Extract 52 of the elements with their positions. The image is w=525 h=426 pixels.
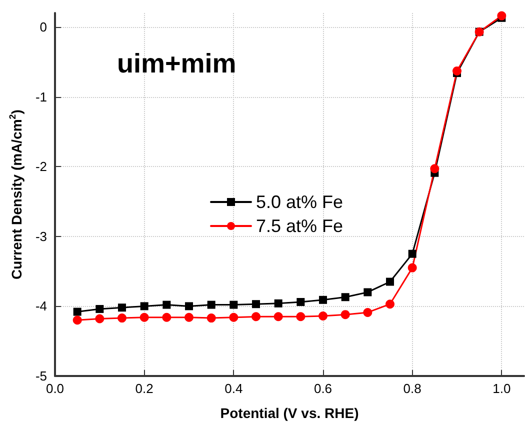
point	[296, 312, 306, 322]
y-tick-label: -1	[35, 89, 47, 104]
point	[184, 312, 194, 322]
point	[252, 300, 260, 308]
x-tick-label: 1.0	[492, 381, 511, 396]
point	[318, 311, 328, 320]
point	[319, 296, 327, 304]
point	[206, 314, 216, 323]
point	[430, 164, 440, 174]
x-tick-label: 0.2	[135, 381, 154, 396]
point	[95, 314, 104, 324]
point	[229, 312, 238, 322]
point	[274, 312, 283, 322]
point	[274, 299, 282, 308]
point	[118, 304, 126, 312]
point	[452, 66, 462, 76]
point	[341, 293, 350, 302]
x-tick-label: 0.4	[224, 381, 243, 396]
x-axis-title: Potential (V vs. RHE)	[220, 405, 359, 421]
point	[162, 300, 171, 309]
y-tick-label: -5	[35, 368, 47, 384]
text: uim+mim	[117, 48, 236, 78]
point	[207, 300, 216, 309]
point	[140, 302, 148, 310]
y-axis-title: Current Density (mA/cm2)	[8, 110, 24, 280]
point	[140, 312, 149, 322]
point	[408, 263, 417, 272]
y-tick-label: -3	[35, 228, 47, 244]
point	[162, 312, 172, 322]
point	[185, 302, 193, 310]
legend-label: 5.0 at% Fe	[256, 192, 344, 212]
point	[340, 310, 350, 320]
point	[96, 304, 104, 313]
x-tick-label: 0.8	[403, 381, 422, 396]
point	[497, 11, 506, 20]
y-tick-label: -4	[35, 298, 47, 314]
point	[73, 308, 82, 316]
point	[386, 300, 394, 309]
point	[386, 278, 394, 286]
point	[72, 316, 82, 325]
legend-label: 7.5 at% Fe	[256, 216, 344, 236]
y-tick-label: -2	[35, 159, 47, 174]
point	[296, 298, 305, 306]
point	[118, 314, 126, 323]
x-tick-label: 0.0	[46, 381, 64, 396]
point	[252, 312, 260, 322]
point	[230, 300, 238, 309]
point	[364, 288, 372, 296]
y-tick-label: 0	[40, 19, 47, 34]
x-tick-label: 0.6	[314, 381, 332, 396]
point	[408, 250, 416, 258]
point	[363, 308, 372, 317]
